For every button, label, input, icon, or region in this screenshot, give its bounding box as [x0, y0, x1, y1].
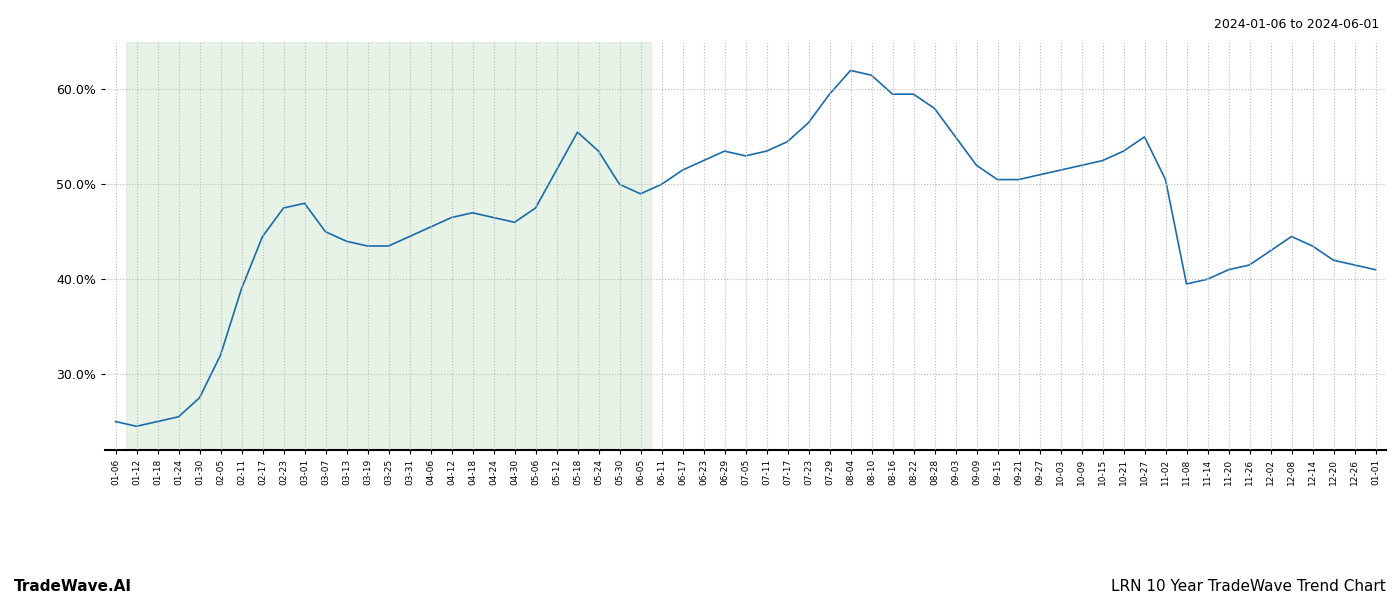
- Text: TradeWave.AI: TradeWave.AI: [14, 579, 132, 594]
- Bar: [126, 42, 651, 450]
- Text: LRN 10 Year TradeWave Trend Chart: LRN 10 Year TradeWave Trend Chart: [1112, 579, 1386, 594]
- Text: 2024-01-06 to 2024-06-01: 2024-01-06 to 2024-06-01: [1214, 18, 1379, 31]
